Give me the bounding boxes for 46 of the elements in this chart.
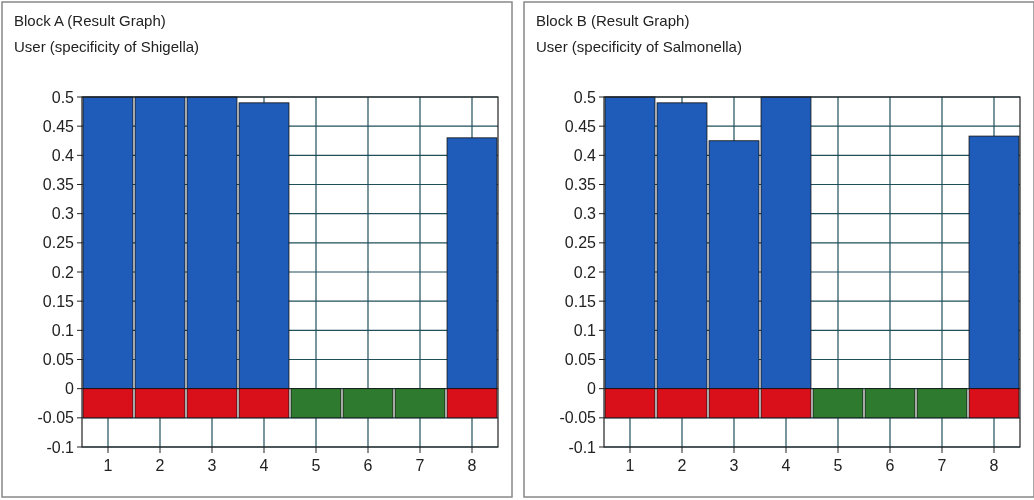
y-tick-label: 0.25 bbox=[564, 234, 597, 252]
x-tick-label: 2 bbox=[155, 457, 165, 474]
x-tick-label: 7 bbox=[937, 457, 947, 474]
x-tick-label: 6 bbox=[363, 457, 373, 474]
x-tick-label: 5 bbox=[833, 457, 843, 474]
y-tick-label: -0.1 bbox=[568, 438, 597, 456]
y-tick-label: 0.5 bbox=[51, 88, 75, 106]
y-tick-label: 0.1 bbox=[573, 321, 597, 339]
chart-title: Block A (Result Graph) bbox=[14, 12, 166, 29]
x-tick-label: 6 bbox=[885, 457, 895, 474]
y-tick-label: -0.05 bbox=[37, 409, 75, 427]
y-tick-label: 0.15 bbox=[42, 292, 75, 310]
y-tick-label: 0 bbox=[587, 380, 597, 398]
x-tick-label: 8 bbox=[467, 457, 477, 474]
y-tick-label: 0.45 bbox=[42, 117, 75, 135]
y-tick-label: 0.2 bbox=[573, 263, 597, 281]
y-tick-label: 0.3 bbox=[573, 205, 597, 223]
y-tick-label: -0.05 bbox=[559, 409, 597, 427]
y-tick-label: 0.4 bbox=[573, 146, 597, 164]
y-tick-label: 0.05 bbox=[42, 351, 75, 369]
x-tick-label: 8 bbox=[989, 457, 999, 474]
y-tick-label: 0.25 bbox=[42, 234, 75, 252]
y-tick-label: 0.35 bbox=[564, 176, 597, 194]
chart-subtitle: User (specificity of Shigella) bbox=[14, 38, 200, 55]
x-tick-label: 7 bbox=[415, 457, 425, 474]
y-tick-label: 0.05 bbox=[564, 351, 597, 369]
y-tick-label: 0.3 bbox=[51, 205, 75, 223]
y-tick-label: 0.4 bbox=[51, 146, 75, 164]
chart-title: Block B (Result Graph) bbox=[536, 12, 690, 29]
y-tick-label: 0.45 bbox=[564, 117, 597, 135]
x-tick-label: 1 bbox=[103, 457, 113, 474]
x-tick-label: 4 bbox=[259, 457, 269, 474]
y-tick-label: 0.2 bbox=[51, 263, 75, 281]
x-tick-label: 3 bbox=[207, 457, 217, 474]
y-tick-label: 0.1 bbox=[51, 321, 75, 339]
y-tick-label: -0.1 bbox=[46, 438, 75, 456]
y-tick-label: 0.5 bbox=[573, 88, 597, 106]
y-tick-label: 0.35 bbox=[42, 176, 75, 194]
x-tick-label: 1 bbox=[625, 457, 635, 474]
x-tick-label: 2 bbox=[677, 457, 687, 474]
x-tick-label: 4 bbox=[781, 457, 791, 474]
x-tick-label: 3 bbox=[729, 457, 739, 474]
x-tick-label: 5 bbox=[311, 457, 321, 474]
y-tick-label: 0.15 bbox=[564, 292, 597, 310]
chart-subtitle: User (specificity of Salmonella) bbox=[536, 38, 742, 55]
y-tick-label: 0 bbox=[65, 380, 75, 398]
